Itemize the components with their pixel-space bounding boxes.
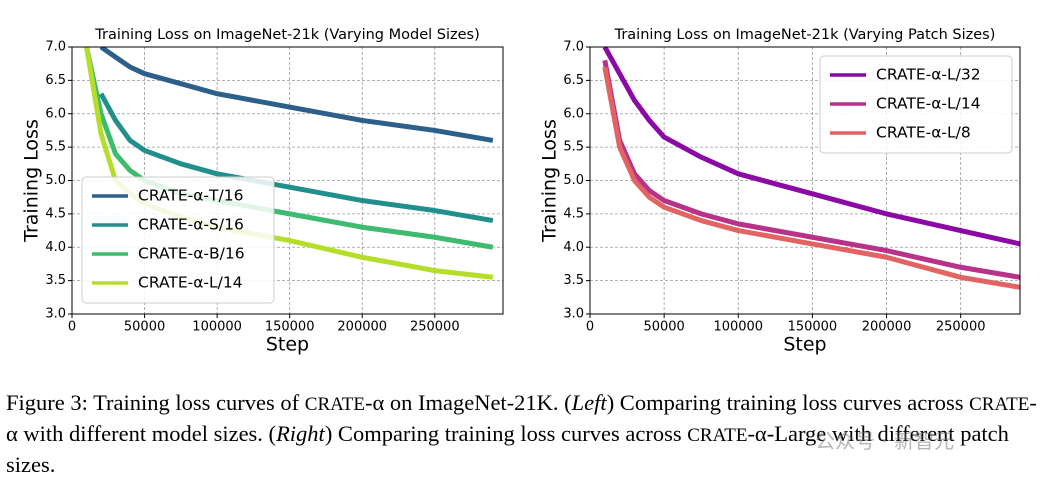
caption-text: CRATE [687,425,748,446]
x-tick-label: 200000 [862,320,912,335]
y-axis-label: Training Loss [21,119,43,243]
legend-label: CRATE-α-L/14 [138,274,243,292]
legend-label: CRATE-α-L/14 [876,95,981,113]
y-tick-label: 4.0 [563,240,584,255]
plot-frame [589,46,1021,315]
y-tick-label: 5.5 [563,140,584,155]
caption-text: CRATE [304,394,365,415]
caption-text: CRATE [969,394,1030,415]
figure: Training Loss on ImageNet-21k (Varying M… [21,27,1021,356]
caption-text: ) Comparing training loss curves across [324,421,688,446]
y-tick-label: 4.5 [45,206,66,221]
series-line [602,59,1020,280]
y-tick-label: 3.0 [45,307,66,322]
legend-label: CRATE-α-B/16 [138,245,245,263]
y-tick-label: 3.0 [563,307,584,322]
caption: Figure 3: Training loss curves of CRATE-… [6,388,1046,479]
chart-title: Training Loss on ImageNet-21k (Varying P… [614,27,996,43]
x-axis-label: Step [783,334,826,356]
y-tick-label: 3.5 [563,273,584,288]
x-tick-label: 200000 [337,320,387,335]
y-tick-label: 7.0 [45,40,66,55]
chart: Training Loss on ImageNet-21k (Varying M… [21,27,504,356]
legend-box [819,55,1013,154]
x-tick-label: 50000 [124,320,165,335]
y-tick-label: 5.0 [45,173,66,188]
series-line [99,47,494,143]
plot-frame [71,46,504,315]
y-tick-label: 6.0 [563,106,584,121]
y-tick-label: 5.0 [563,173,584,188]
y-tick-label: 3.5 [45,273,66,288]
x-tick-label: 50000 [643,320,684,335]
series-line [98,92,494,224]
series-line [602,47,1020,247]
legend-label: CRATE-α-S/16 [138,216,244,234]
legend-label: CRATE-α-T/16 [138,187,243,205]
x-tick-label: 250000 [410,320,460,335]
caption-text: -α on ImageNet-21K. ( [364,390,572,415]
legend-box [81,176,275,304]
chart: Training Loss on ImageNet-21k (Varying P… [539,27,1021,356]
x-axis-label: Step [266,334,309,356]
caption-text: Figure 3: Training loss curves of [6,390,305,415]
caption-text: Right [276,421,325,446]
caption-text: Left [571,390,607,415]
caption-text: -α-Large with different patch sizes. [6,421,1009,477]
legend-label: CRATE-α-L/32 [876,66,981,84]
x-tick-label: 100000 [192,320,242,335]
y-tick-label: 6.5 [45,73,66,88]
y-axis-label: Training Loss [539,119,561,243]
x-tick-label: 100000 [713,320,763,335]
y-tick-label: 7.0 [563,40,584,55]
legend-label: CRATE-α-L/8 [876,124,971,142]
caption-text: -α with different model sizes. ( [6,390,1037,446]
x-tick-label: 250000 [936,320,986,335]
x-tick-label: 0 [586,320,594,335]
caption-text: ) Comparing training loss curves across [606,390,970,415]
watermark: 公众号 · 新智元 [815,429,955,453]
x-tick-label: 150000 [788,320,838,335]
x-tick-label: 0 [68,320,76,335]
y-tick-label: 6.5 [563,73,584,88]
y-tick-label: 4.0 [45,240,66,255]
chart-title: Training Loss on ImageNet-21k (Varying M… [94,27,480,43]
y-tick-label: 6.0 [45,106,66,121]
x-tick-label: 150000 [265,320,315,335]
y-tick-label: 4.5 [563,206,584,221]
series-line [602,66,1020,290]
y-tick-label: 5.5 [45,140,66,155]
